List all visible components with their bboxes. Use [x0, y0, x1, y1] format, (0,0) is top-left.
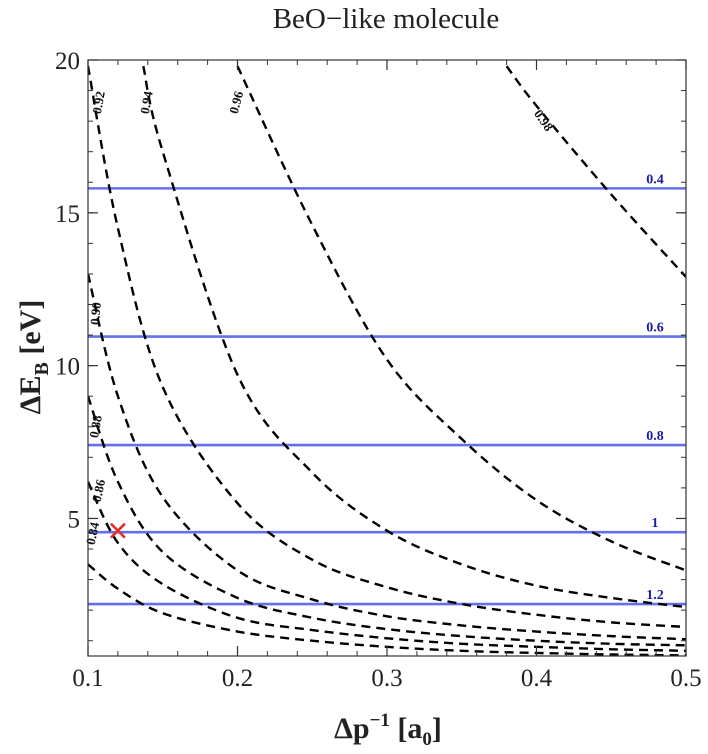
plot-area [88, 65, 686, 656]
x-tick-label-4: 0.5 [670, 665, 701, 692]
contour-line-0-92 [88, 65, 686, 629]
plot-frame [87, 59, 687, 657]
x-tick-label-0: 0.1 [72, 665, 103, 692]
x-axis-label-close: ] [432, 712, 442, 745]
contour-label-0-92: 0.92 [89, 90, 108, 115]
y-tick-label-2: 15 [55, 201, 80, 228]
x-tick-label-3: 0.4 [521, 665, 553, 692]
x-axis-label-sub: 0 [422, 729, 432, 750]
horizontal-line-label-2: 0.8 [646, 429, 664, 444]
tick-labels: 0.1 0.2 0.3 0.4 0.5 5 10 15 20 [55, 48, 702, 692]
chart-title: BeO−like molecule [273, 3, 500, 35]
contour-line-0-96 [236, 65, 686, 572]
x-tick-label-1: 0.2 [222, 665, 253, 692]
y-axis-label-sub: B [31, 362, 53, 375]
contour-line-0-86 [88, 481, 686, 653]
contour-labels: 0.92 0.94 0.96 0.98 0.90 0.88 0.86 0.84 [83, 89, 557, 546]
contour-label-0-88: 0.88 [86, 414, 105, 440]
y-tick-label-3: 20 [55, 48, 80, 75]
horizontal-line-label-1: 0.6 [646, 321, 664, 336]
horizontal-line-label-3: 1 [652, 516, 659, 531]
y-tick-label-1: 10 [55, 354, 80, 381]
contour-label-0-90: 0.90 [87, 302, 104, 326]
contour-label-0-84: 0.84 [83, 520, 103, 546]
contour-line-0-88 [88, 395, 686, 647]
horizontal-line-label-0: 0.4 [646, 172, 664, 187]
horizontal-line-labels: 0.4 0.6 0.8 1 1.2 [646, 172, 664, 603]
contour-label-0-86: 0.86 [89, 477, 109, 503]
axis-ticks [87, 59, 687, 656]
contour-line-0-90 [88, 273, 686, 641]
horizontal-line-label-4: 1.2 [646, 588, 664, 603]
x-tick-label-2: 0.3 [371, 665, 402, 692]
contour-line-0-84 [88, 563, 686, 656]
x-axis-label-unit: [a [390, 712, 423, 745]
contour-line-0-94 [142, 65, 686, 609]
marker-cross [109, 522, 126, 539]
y-tick-label-0: 5 [68, 506, 81, 533]
contour-label-0-94: 0.94 [137, 90, 156, 116]
x-axis-label-sup: −1 [370, 710, 390, 731]
x-axis-label: Δp−1 [a0] [334, 710, 442, 750]
contour-line-0-98 [505, 65, 686, 278]
marker-layer [109, 522, 126, 539]
contour-label-0-98: 0.98 [531, 107, 557, 135]
y-axis-label: ΔEB [eV] [14, 300, 53, 415]
y-axis-label-unit: [eV] [14, 300, 47, 362]
contour-label-0-96: 0.96 [226, 89, 247, 115]
